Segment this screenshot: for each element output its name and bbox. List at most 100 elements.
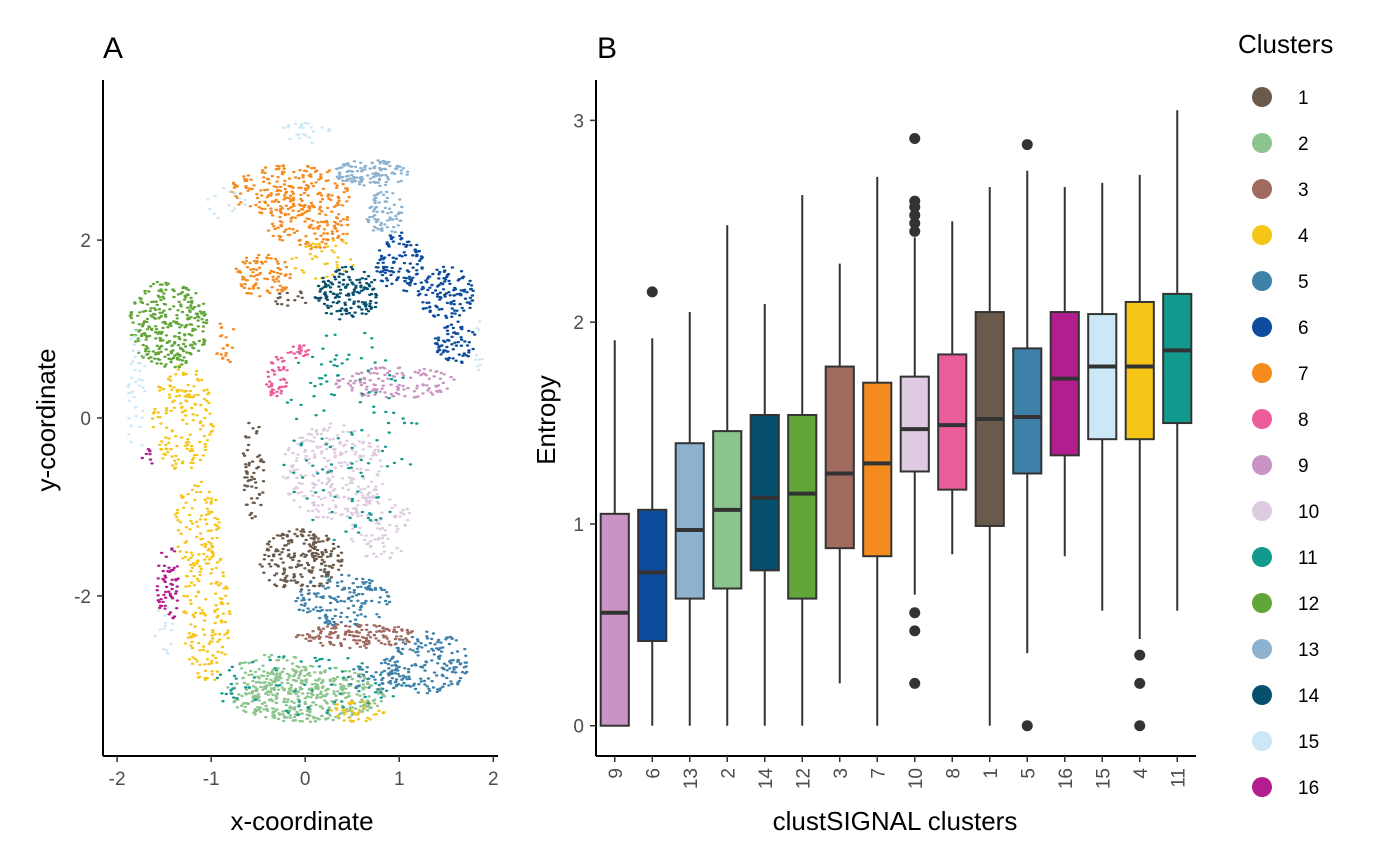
spatial-point-cluster-4 xyxy=(335,703,340,706)
spatial-point-cluster-5 xyxy=(415,638,420,641)
spatial-point-cluster-11 xyxy=(289,398,293,402)
spatial-point-cluster-2 xyxy=(294,692,298,696)
spatial-point-cluster-9 xyxy=(421,392,425,395)
spatial-point-cluster-1 xyxy=(322,560,326,564)
spatial-point-cluster-5 xyxy=(357,668,362,671)
spatial-point-cluster-6 xyxy=(443,295,447,298)
spatial-point-cluster-1 xyxy=(250,475,254,479)
spatial-point-cluster-3 xyxy=(378,624,382,628)
spatial-point-cluster-5 xyxy=(437,638,441,642)
spatial-point-cluster-4 xyxy=(223,620,228,624)
spatial-point-cluster-10 xyxy=(361,494,365,497)
legend-label: 12 xyxy=(1298,594,1319,615)
spatial-point-cluster-12 xyxy=(176,309,180,312)
spatial-point-cluster-10 xyxy=(325,429,330,432)
spatial-point-cluster-9 xyxy=(365,385,369,388)
spatial-point-cluster-13 xyxy=(353,179,357,183)
spatial-point-cluster-1 xyxy=(332,547,336,550)
spatial-point-cluster-14 xyxy=(373,305,378,309)
spatial-point-cluster-2 xyxy=(247,661,251,665)
spatial-point-cluster-16 xyxy=(156,577,160,580)
iqr-box xyxy=(1012,347,1043,475)
spatial-point-cluster-4 xyxy=(209,502,213,505)
spatial-point-cluster-1 xyxy=(255,497,259,500)
spatial-point-cluster-3 xyxy=(328,630,333,634)
spatial-point-cluster-2 xyxy=(281,713,285,716)
spatial-point-cluster-13 xyxy=(354,176,359,179)
spatial-point-cluster-16 xyxy=(161,577,165,581)
spatial-point-cluster-11 xyxy=(358,401,362,404)
spatial-point-cluster-6 xyxy=(428,286,432,289)
spatial-point-cluster-5 xyxy=(383,661,388,664)
spatial-point-cluster-9 xyxy=(391,394,395,398)
spatial-point-cluster-1 xyxy=(311,543,316,546)
spatial-point-cluster-8 xyxy=(270,382,274,385)
spatial-point-cluster-16 xyxy=(174,592,178,595)
spatial-point-cluster-4 xyxy=(176,458,181,461)
spatial-point-cluster-7 xyxy=(340,238,344,241)
spatial-point-cluster-4 xyxy=(190,662,195,665)
spatial-point-cluster-6 xyxy=(456,279,460,282)
legend-label: 9 xyxy=(1298,456,1309,477)
spatial-point-cluster-10 xyxy=(340,477,345,480)
box-cluster-11 xyxy=(1162,110,1193,611)
spatial-point-cluster-10 xyxy=(379,552,384,556)
panel-a-y-axis-title: y-coordinate xyxy=(31,348,61,491)
spatial-point-cluster-14 xyxy=(374,294,379,297)
spatial-point-cluster-11 xyxy=(391,695,395,698)
spatial-point-cluster-2 xyxy=(254,659,258,662)
spatial-point-cluster-6 xyxy=(460,306,464,310)
spatial-point-cluster-7 xyxy=(280,290,284,293)
spatial-point-cluster-2 xyxy=(305,695,309,698)
spatial-point-cluster-10 xyxy=(299,491,304,494)
spatial-point-cluster-12 xyxy=(197,339,201,343)
spatial-point-cluster-14 xyxy=(328,286,333,289)
spatial-point-cluster-6 xyxy=(437,277,441,280)
spatial-point-cluster-5 xyxy=(440,650,444,653)
spatial-point-cluster-2 xyxy=(309,704,313,707)
spatial-point-cluster-16 xyxy=(170,578,174,581)
spatial-point-cluster-4 xyxy=(180,496,184,499)
spatial-point-cluster-2 xyxy=(304,669,308,672)
spatial-point-cluster-16 xyxy=(163,596,168,599)
spatial-point-cluster-10 xyxy=(351,527,355,531)
spatial-point-cluster-1 xyxy=(299,573,303,576)
spatial-point-cluster-2 xyxy=(271,668,275,672)
spatial-point-cluster-6 xyxy=(439,353,443,356)
spatial-point-cluster-2 xyxy=(266,671,270,674)
spatial-point-cluster-12 xyxy=(182,285,186,289)
spatial-point-cluster-10 xyxy=(346,488,351,491)
spatial-point-cluster-5 xyxy=(352,611,356,614)
spatial-point-cluster-7 xyxy=(256,286,260,290)
spatial-point-cluster-15 xyxy=(227,190,232,193)
spatial-point-cluster-10 xyxy=(348,481,352,485)
spatial-point-cluster-7 xyxy=(245,266,250,269)
spatial-point-cluster-7 xyxy=(315,226,319,229)
spatial-point-cluster-1 xyxy=(261,469,266,472)
spatial-point-cluster-12 xyxy=(172,295,176,299)
spatial-point-cluster-1 xyxy=(311,566,315,569)
spatial-point-cluster-12 xyxy=(149,307,153,310)
spatial-point-cluster-14 xyxy=(343,309,347,312)
spatial-point-cluster-7 xyxy=(335,184,339,187)
spatial-point-cluster-4 xyxy=(204,501,209,504)
spatial-point-cluster-3 xyxy=(392,628,396,632)
spatial-point-cluster-4 xyxy=(304,245,308,248)
spatial-point-cluster-5 xyxy=(358,666,362,669)
spatial-point-cluster-4 xyxy=(216,527,220,530)
spatial-point-cluster-12 xyxy=(166,326,170,329)
spatial-point-cluster-2 xyxy=(253,686,258,689)
spatial-point-cluster-5 xyxy=(445,664,449,667)
spatial-point-cluster-14 xyxy=(338,318,342,321)
spatial-point-cluster-2 xyxy=(257,699,261,702)
spatial-point-cluster-12 xyxy=(185,314,190,317)
spatial-point-cluster-10 xyxy=(364,496,368,499)
spatial-point-cluster-2 xyxy=(265,707,269,711)
spatial-point-cluster-12 xyxy=(138,296,142,300)
spatial-point-cluster-11 xyxy=(353,525,357,528)
spatial-point-cluster-1 xyxy=(241,452,246,455)
spatial-point-cluster-13 xyxy=(358,177,363,180)
spatial-point-cluster-12 xyxy=(158,311,162,314)
panel-a-x-tick-label: 1 xyxy=(394,769,405,790)
spatial-point-cluster-7 xyxy=(314,246,318,249)
